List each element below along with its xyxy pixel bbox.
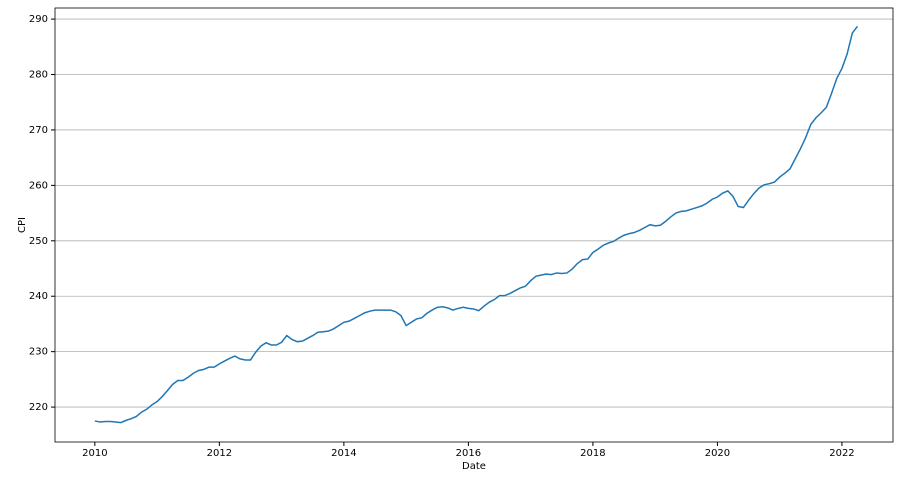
y-tick-label: 290 [29, 14, 48, 25]
x-tick-label: 2014 [331, 448, 356, 459]
y-tick-label: 250 [29, 236, 48, 247]
x-tick-label: 2022 [829, 448, 854, 459]
y-tick-label: 270 [29, 125, 48, 136]
y-tick-label: 220 [29, 402, 48, 413]
y-tick-label: 280 [29, 70, 48, 81]
plot-frame [54, 7, 894, 443]
y-axis-label: CPI [17, 217, 28, 233]
x-tick-label: 2020 [705, 448, 730, 459]
data-line [94, 25, 859, 424]
x-tick-label: 2010 [82, 448, 107, 459]
x-axis-label: Date [462, 461, 486, 472]
y-tick-label: 230 [29, 347, 48, 358]
x-tick-label: 2016 [456, 448, 481, 459]
y-tick-label: 260 [29, 180, 48, 191]
x-tick-label: 2018 [580, 448, 605, 459]
y-tick-label: 240 [29, 291, 48, 302]
x-tick-label: 2012 [207, 448, 232, 459]
